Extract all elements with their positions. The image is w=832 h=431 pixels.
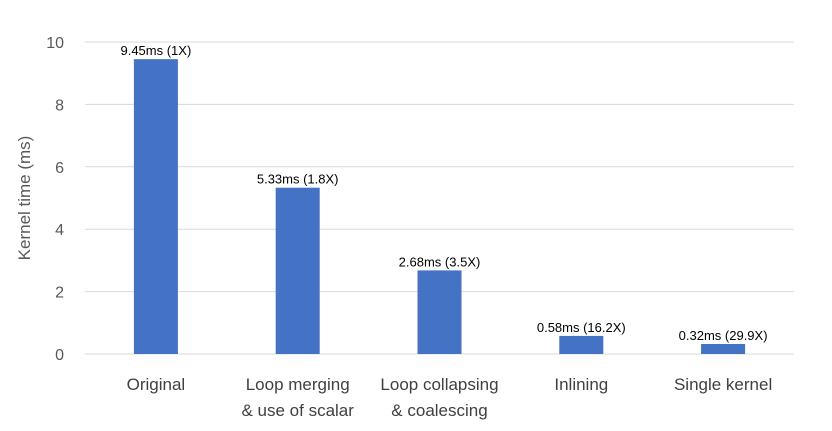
bar-0: [133, 59, 178, 354]
x-category-label-4: Single kernel: [674, 375, 772, 394]
y-tick-label: 4: [55, 222, 64, 239]
gridlines: [85, 41, 794, 355]
y-axis-title: Kernel time (ms): [15, 136, 34, 261]
y-tick-label: 0: [55, 347, 64, 364]
bar-3: [559, 335, 604, 354]
bar-1: [275, 187, 320, 354]
x-category-label-3: Inlining: [554, 375, 608, 394]
bar-2: [417, 270, 462, 354]
x-axis-categories: Original Loop merging & use of scalar Loop …: [127, 375, 773, 420]
bars: [133, 59, 746, 354]
x-category-label-2: & coalescing: [391, 401, 487, 420]
bar-4: [701, 344, 746, 354]
y-tick-label: 2: [55, 285, 64, 302]
x-category-label-1: & use of scalar: [241, 401, 354, 420]
x-category-label-2: Loop collapsing: [380, 375, 498, 394]
y-tick-label: 6: [55, 160, 64, 177]
data-labels: 9.45ms (1X) 5.33ms (1.8X) 2.68ms (3.5X) 0.5…: [120, 43, 767, 343]
data-label-0: 9.45ms (1X): [120, 43, 191, 58]
data-label-1: 5.33ms (1.8X): [257, 172, 339, 187]
y-axis-ticks: 0 2 4 6 8 10: [46, 35, 64, 364]
y-tick-label: 8: [55, 97, 64, 114]
y-tick-label: 10: [46, 35, 64, 52]
x-category-label-0: Original: [127, 375, 186, 394]
data-label-3: 0.58ms (16.2X): [537, 320, 626, 335]
data-label-2: 2.68ms (3.5X): [399, 254, 481, 269]
x-category-label-1: Loop merging: [246, 375, 350, 394]
data-label-4: 0.32ms (29.9X): [679, 328, 768, 343]
